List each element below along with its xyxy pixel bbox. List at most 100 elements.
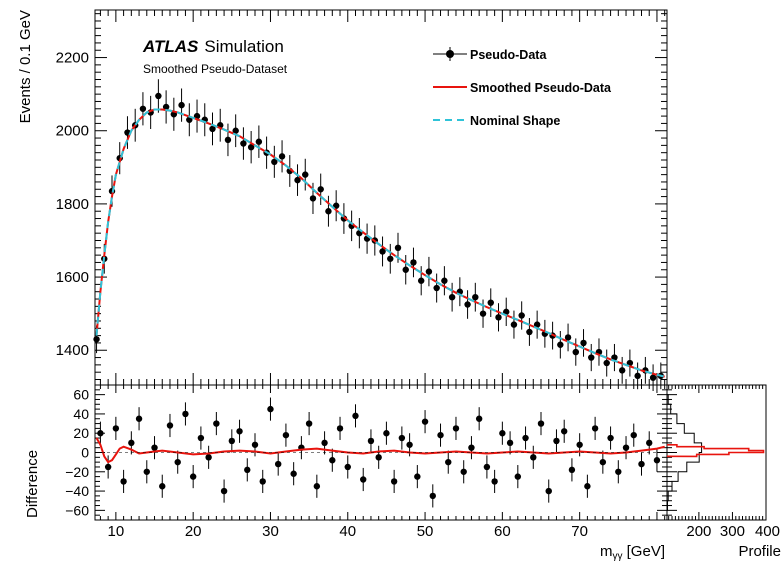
difference-point bbox=[267, 405, 274, 413]
difference-point bbox=[514, 473, 522, 480]
data-point bbox=[410, 259, 417, 266]
data-point bbox=[533, 321, 541, 328]
y-tick-label-main: 1800 bbox=[56, 196, 89, 213]
difference-point bbox=[429, 492, 436, 500]
difference-point bbox=[653, 457, 661, 464]
difference-point bbox=[406, 441, 413, 448]
legend: Pseudo-Data Smoothed Pseudo-Data Nominal… bbox=[433, 47, 612, 128]
y-tick-label-ratio: 0 bbox=[81, 445, 89, 461]
difference-point bbox=[151, 444, 158, 451]
y-tick-label-ratio: −20 bbox=[65, 464, 89, 480]
difference-point bbox=[452, 425, 460, 432]
data-point bbox=[186, 116, 193, 123]
legend-entry-nominal: Nominal Shape bbox=[470, 114, 560, 128]
x-tick-label: 10 bbox=[108, 523, 125, 540]
difference-point bbox=[228, 437, 236, 445]
data-point bbox=[332, 202, 340, 209]
difference-point bbox=[205, 454, 212, 461]
data-point bbox=[626, 359, 634, 367]
difference-point bbox=[174, 458, 181, 466]
data-point bbox=[325, 208, 332, 215]
x-tick-label: 30 bbox=[262, 523, 279, 540]
difference-point bbox=[360, 476, 367, 483]
difference-point bbox=[615, 468, 622, 475]
data-point bbox=[209, 125, 216, 133]
difference-point bbox=[398, 434, 406, 442]
data-point bbox=[441, 277, 448, 284]
data-point bbox=[317, 186, 324, 193]
data-point bbox=[510, 321, 518, 328]
difference-point bbox=[104, 463, 112, 471]
difference-point bbox=[352, 412, 359, 420]
experiment-sublabel: Simulation bbox=[204, 37, 283, 56]
profile-smoothed-histogram bbox=[666, 444, 765, 458]
data-point bbox=[464, 301, 471, 308]
data-point bbox=[379, 248, 386, 255]
data-point bbox=[309, 195, 317, 202]
data-point bbox=[518, 312, 525, 319]
data-point bbox=[394, 244, 402, 252]
legend-entry-smoothed: Smoothed Pseudo-Data bbox=[470, 81, 612, 95]
x-tick-label: 70 bbox=[571, 523, 588, 540]
x-axis-label-suffix: [GeV] bbox=[622, 543, 665, 560]
y-tick-label-ratio: 60 bbox=[73, 387, 89, 403]
difference-point bbox=[499, 430, 506, 437]
profile-tick-label: 300 bbox=[720, 523, 745, 540]
difference-point bbox=[290, 470, 297, 477]
data-point bbox=[433, 284, 440, 292]
x-tick-label: 40 bbox=[339, 523, 356, 540]
main-plot-area bbox=[93, 79, 665, 392]
y-axis-label-ratio: Difference bbox=[24, 450, 41, 518]
difference-point bbox=[537, 420, 545, 427]
data-point bbox=[634, 372, 641, 380]
data-point bbox=[425, 268, 433, 275]
difference-point bbox=[483, 463, 491, 471]
data-point bbox=[472, 293, 479, 301]
y-tick-label-main: 1400 bbox=[56, 342, 89, 359]
difference-point bbox=[622, 444, 630, 451]
legend-marker-data bbox=[446, 50, 454, 58]
data-point bbox=[603, 359, 610, 367]
difference-point bbox=[244, 466, 251, 474]
difference-point bbox=[638, 460, 645, 468]
profile-tick-label: 200 bbox=[686, 523, 711, 540]
data-point bbox=[580, 339, 587, 347]
difference-point bbox=[506, 439, 514, 447]
x-axis-label-prefix: m bbox=[600, 543, 613, 560]
data-point bbox=[271, 158, 278, 166]
data-point bbox=[232, 127, 239, 134]
difference-point bbox=[560, 428, 568, 435]
difference-point bbox=[97, 430, 104, 437]
data-point bbox=[93, 336, 100, 343]
data-point bbox=[162, 103, 170, 111]
data-point bbox=[402, 266, 409, 273]
difference-point bbox=[553, 437, 560, 445]
data-point bbox=[255, 138, 263, 145]
x-axis-label: mγγ [GeV] bbox=[600, 543, 665, 561]
data-point bbox=[340, 215, 348, 222]
data-point bbox=[448, 293, 456, 301]
data-point bbox=[649, 374, 657, 381]
difference-point bbox=[367, 437, 375, 445]
data-point bbox=[557, 341, 564, 348]
difference-point bbox=[344, 463, 351, 471]
difference-point bbox=[584, 483, 591, 490]
y-tick-label-main: 2200 bbox=[56, 50, 89, 67]
difference-point bbox=[545, 487, 552, 495]
difference-point bbox=[128, 439, 135, 447]
difference-point bbox=[437, 431, 444, 439]
dataset-label: Smoothed Pseudo-Dataset bbox=[143, 62, 288, 76]
data-point bbox=[526, 328, 533, 336]
difference-point bbox=[321, 439, 328, 447]
data-point bbox=[564, 334, 572, 341]
ratio-plot-area bbox=[95, 397, 665, 508]
difference-point bbox=[313, 483, 321, 490]
difference-point bbox=[646, 439, 653, 447]
difference-point bbox=[182, 410, 189, 418]
difference-point bbox=[522, 434, 529, 442]
data-point bbox=[302, 171, 309, 178]
data-point bbox=[247, 143, 255, 151]
data-point bbox=[417, 277, 425, 284]
